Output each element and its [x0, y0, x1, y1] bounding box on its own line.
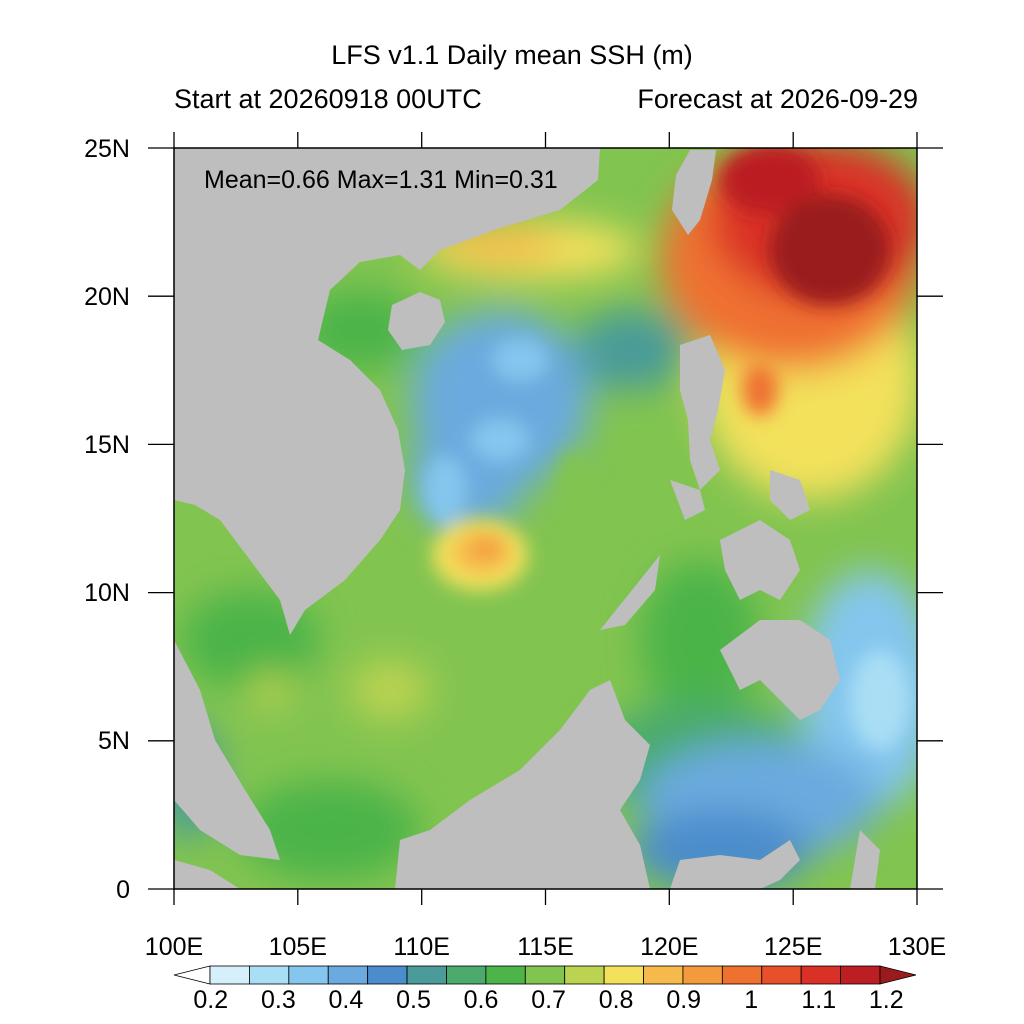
colorbar-swatch	[721, 965, 763, 985]
colorbar-label: 0.3	[261, 986, 296, 1014]
colorbar-swatch	[367, 965, 408, 985]
lat-tick-label: 0	[116, 876, 130, 904]
colorbar-swatch	[288, 965, 329, 985]
colorbar-label: 0.5	[396, 986, 431, 1014]
tick-marks	[148, 132, 943, 905]
lon-tick-label: 125E	[764, 933, 822, 961]
colorbar-labels: 0.2 0.3 0.4 0.5 0.6 0.7 0.8 0.9 1 1.1 1.…	[193, 986, 903, 1014]
land-masses	[174, 148, 880, 889]
colorbar-high-arrow	[879, 965, 917, 985]
lat-tick-label: 5N	[98, 727, 130, 755]
colorbar-swatch	[446, 965, 487, 985]
lon-tick-label: 105E	[269, 933, 327, 961]
colorbar-label: 0.7	[531, 986, 566, 1014]
colorbar-swatch	[840, 965, 881, 985]
colorbar-swatch	[800, 965, 841, 985]
lon-tick-label: 100E	[145, 933, 203, 961]
colorbar-swatch	[524, 965, 566, 985]
stats-annotation: Mean=0.66 Max=1.31 Min=0.31	[204, 166, 558, 194]
colorbar-label: 1.2	[869, 986, 904, 1014]
colorbar-label: 0.4	[329, 986, 364, 1014]
colorbar-swatch	[485, 965, 526, 985]
lat-tick-label: 20N	[84, 283, 130, 311]
colorbar-swatch	[327, 965, 369, 985]
lat-tick-label: 25N	[84, 135, 130, 163]
colorbar-swatch	[761, 965, 802, 985]
colorbar-swatch	[564, 965, 605, 985]
colorbar-swatch	[406, 965, 447, 985]
lon-tick-label: 110E	[393, 933, 450, 961]
colorbar-swatch	[249, 965, 290, 985]
colorbar-label: 1.1	[801, 986, 836, 1014]
colorbar-swatch	[209, 965, 250, 985]
colorbar-swatch	[603, 965, 644, 985]
ssh-field	[174, 148, 917, 889]
lat-tick-label: 10N	[84, 579, 130, 607]
colorbar-label: 0.9	[666, 986, 701, 1014]
lon-tick-label: 115E	[517, 933, 574, 961]
colorbar	[173, 965, 917, 985]
lon-tick-label: 130E	[888, 933, 946, 961]
colorbar-swatch	[682, 965, 723, 985]
colorbar-label: 0.6	[464, 986, 499, 1014]
map-title: LFS v1.1 Daily mean SSH (m)	[331, 40, 693, 70]
colorbar-label: 0.2	[193, 986, 228, 1014]
lat-tick-label: 15N	[84, 431, 130, 459]
colorbar-swatch	[643, 965, 684, 985]
forecast-time-label: Forecast at 2026-09-29	[637, 84, 918, 114]
start-time-label: Start at 20260918 00UTC	[174, 84, 482, 114]
lon-tick-label: 120E	[640, 933, 698, 961]
colorbar-label: 0.8	[599, 986, 634, 1014]
colorbar-label: 1	[744, 986, 758, 1014]
colorbar-low-arrow	[173, 965, 211, 985]
